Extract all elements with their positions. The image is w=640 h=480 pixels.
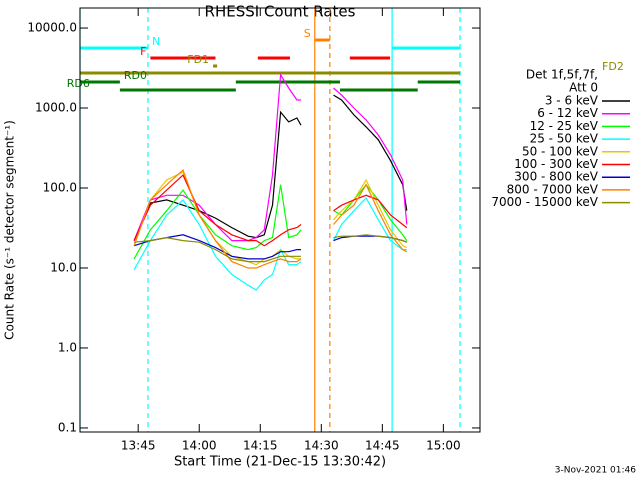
legend-label: 300 - 800 keV [514,170,598,184]
flag-label: FD1 [187,53,209,66]
series-line [134,234,408,263]
series-line [133,94,408,241]
y-tick-label: 0.1 [58,420,77,434]
y-tick-label: 1000.0 [35,101,77,115]
flag-label: S [304,27,311,40]
x-tick-label: 14:30 [304,439,339,453]
legend-label: 800 - 7000 keV [507,182,599,196]
y-axis-label: Count Rate (s⁻¹ detector segment⁻¹) [3,120,17,340]
flag-label: RD0 [124,69,147,82]
plot-frame [79,7,481,433]
y-tick-label: 100.0 [43,180,77,194]
flag-label: N [152,35,160,48]
chart-title: RHESSI Count Rates [205,3,356,21]
x-axis-label: Start Time (21-Dec-15 13:30:42) [174,455,386,470]
x-tick-label: 13:45 [121,439,156,453]
x-tick-label: 15:00 [426,439,461,453]
legend-title: Att 0 [569,81,598,95]
series-line [133,168,408,269]
x-tick-label: 14:00 [182,439,217,453]
y-tick-label: 10000.0 [27,21,77,35]
legend-label: 50 - 100 keV [522,144,599,158]
y-tick-label: 1.0 [58,340,77,354]
series-line [133,197,407,291]
legend-label: 3 - 6 keV [545,94,599,108]
flag-label: F [140,45,146,58]
legend-label: 100 - 300 keV [514,157,598,171]
legend-title: Det 1f,5f,7f, [526,68,598,82]
footer: 3-Nov-2021 01:46 [555,466,637,476]
legend-label: 6 - 12 keV [537,106,599,120]
flag-label: RD6 [67,77,90,90]
legend-label: 25 - 50 keV [530,132,599,146]
legend-label: 12 - 25 keV [530,119,599,133]
x-tick-label: 14:15 [243,439,278,453]
flag-label: FD2 [602,60,624,73]
x-tick-label: 14:45 [365,439,400,453]
y-tick-label: 10.0 [50,260,77,274]
legend-label: 7000 - 15000 keV [491,195,598,209]
